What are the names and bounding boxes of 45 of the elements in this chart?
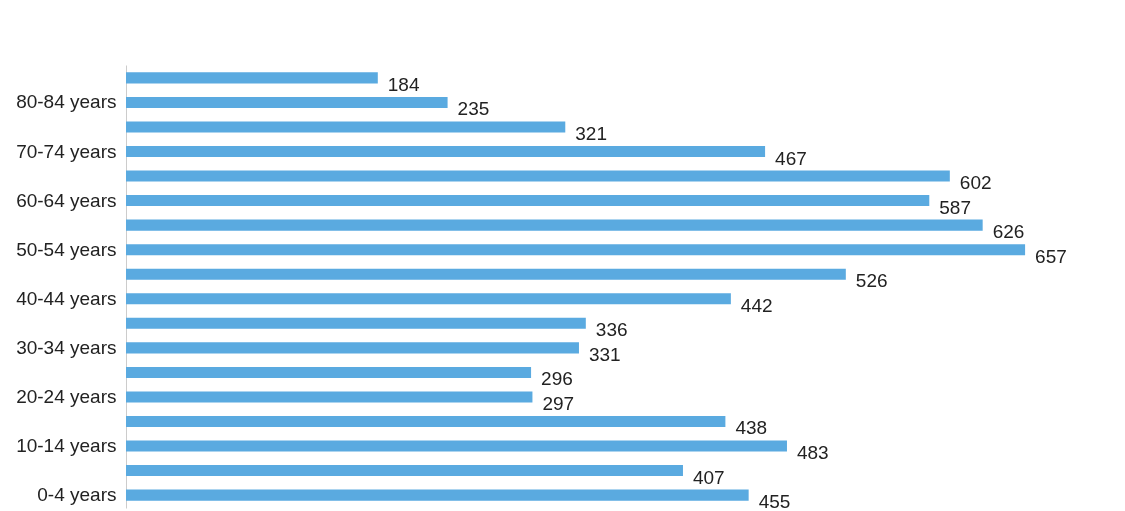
bar: [126, 317, 586, 329]
y-tick-label: 70-74 years: [16, 140, 117, 162]
data-label: 602: [959, 172, 992, 194]
data-label: 331: [588, 343, 621, 365]
bar: [126, 391, 533, 403]
bar: [126, 244, 1026, 256]
y-tick-label: 20-24 years: [16, 385, 117, 407]
y-tick-label: 60-64 years: [16, 189, 117, 211]
data-label: 336: [595, 319, 628, 341]
bar: [126, 121, 566, 133]
bar: [126, 415, 726, 428]
y-tick-label: 30-34 years: [16, 336, 117, 358]
data-label: 296: [541, 368, 573, 390]
data-label: 184: [387, 73, 420, 95]
data-label: 526: [855, 270, 888, 292]
data-label: 407: [692, 466, 725, 488]
bar: [126, 342, 579, 354]
bar: [126, 366, 532, 378]
bar: [126, 195, 930, 207]
data-label: 626: [992, 221, 1025, 243]
data-label: 587: [939, 196, 971, 218]
data-label: 483: [796, 442, 829, 464]
data-label: 321: [575, 122, 607, 144]
bar: [126, 72, 378, 84]
data-label: 467: [775, 147, 807, 169]
bar: [126, 465, 683, 477]
y-tick-label: 0-4 years: [37, 484, 117, 506]
data-label: 657: [1035, 245, 1067, 267]
data-label: 442: [740, 294, 773, 316]
bar: [126, 145, 766, 158]
y-tick-label: 10-14 years: [16, 435, 117, 457]
data-label: 455: [758, 491, 791, 511]
y-tick-label: 80-84 years: [16, 91, 117, 113]
data-label: 297: [542, 392, 575, 414]
bar: [126, 170, 950, 182]
bar: [126, 293, 731, 305]
y-tick-label: 50-54 years: [16, 238, 117, 260]
bar: [126, 268, 846, 280]
data-label: 235: [457, 98, 490, 120]
data-label: 438: [735, 417, 768, 439]
bar: [126, 219, 983, 231]
bar: [126, 96, 448, 108]
bar: [126, 440, 787, 452]
y-tick-label: 40-44 years: [16, 287, 117, 309]
bar: [126, 489, 749, 501]
